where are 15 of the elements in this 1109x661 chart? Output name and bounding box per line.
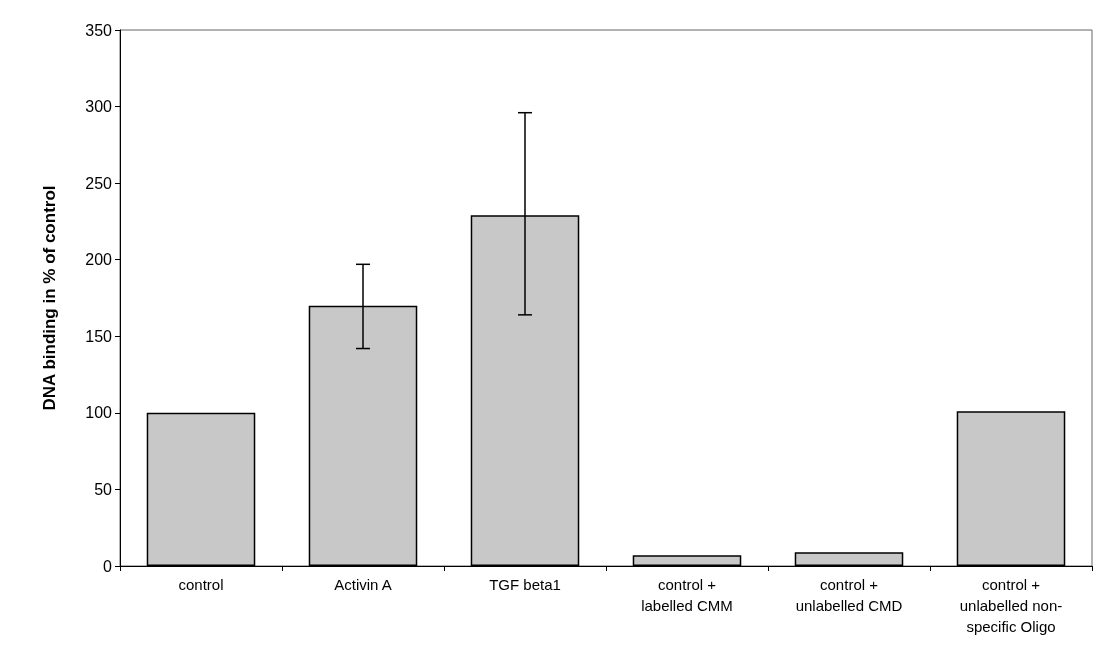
x-tick-label: control + unlabelled non- specific Oligo (959, 576, 1063, 635)
y-tick-label: 350 (85, 21, 113, 39)
y-tick-label: 300 (85, 98, 113, 116)
x-tick-label: control (178, 576, 224, 593)
x-tick-label: control + labelled CMM (641, 576, 733, 614)
y-tick-label: 50 (94, 480, 113, 498)
y-tick-label: 250 (85, 174, 113, 192)
y-tick-label: 200 (85, 251, 113, 269)
y-tick-label: 150 (85, 327, 113, 345)
y-tick-label: 100 (85, 404, 113, 422)
y-axis-title: DNA binding in % of control (40, 185, 59, 411)
x-tick-label: Activin A (334, 576, 392, 593)
y-tick-label: 0 (103, 557, 113, 575)
x-tick-label: TGF beta1 (489, 576, 561, 593)
x-tick-label: control + unlabelled CMD (795, 576, 903, 614)
